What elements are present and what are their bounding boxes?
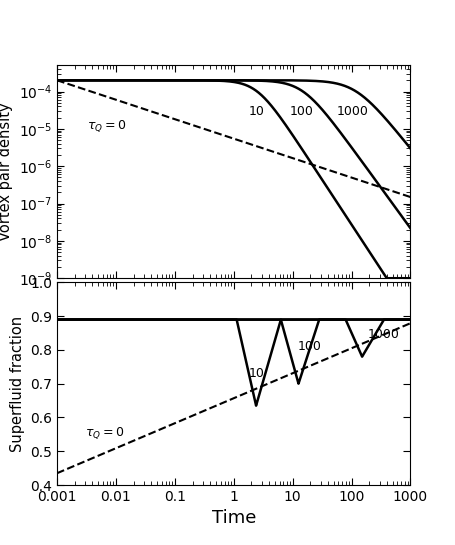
- Text: 100: 100: [297, 340, 320, 353]
- Y-axis label: Superfluid fraction: Superfluid fraction: [10, 316, 25, 452]
- Text: $\tau_Q = 0$: $\tau_Q = 0$: [85, 425, 124, 440]
- Text: 1000: 1000: [367, 328, 399, 341]
- Text: 10: 10: [248, 105, 264, 118]
- Y-axis label: Vortex pair density: Vortex pair density: [0, 102, 13, 241]
- Text: 10: 10: [248, 367, 264, 380]
- Text: $\tau_Q = 0$: $\tau_Q = 0$: [86, 118, 126, 134]
- Text: 1000: 1000: [335, 105, 367, 118]
- X-axis label: Time: Time: [211, 510, 255, 528]
- Text: 100: 100: [289, 105, 313, 118]
